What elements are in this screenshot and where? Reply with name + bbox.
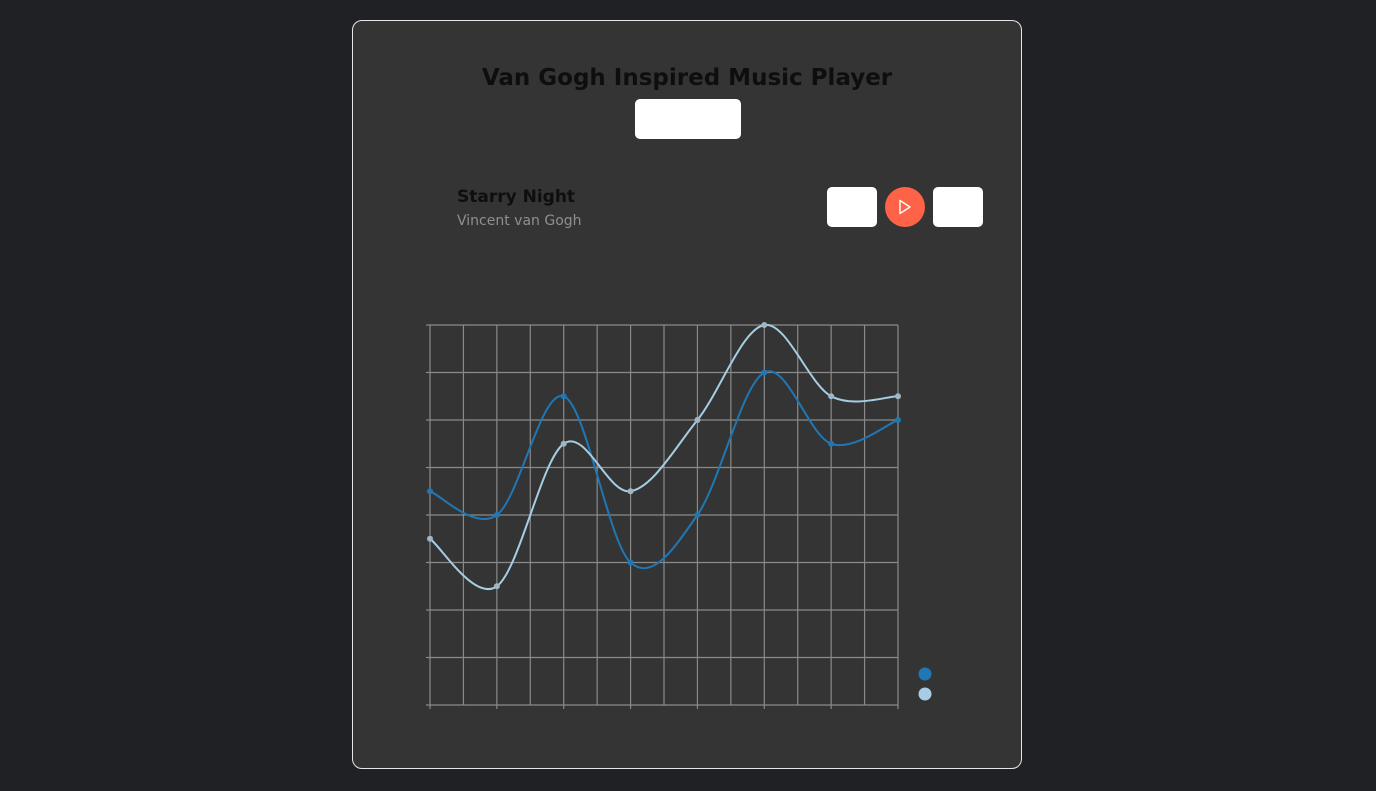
data-point bbox=[761, 322, 768, 328]
play-button[interactable] bbox=[885, 187, 925, 227]
data-point bbox=[493, 512, 500, 518]
data-point bbox=[895, 393, 901, 400]
data-point bbox=[493, 583, 500, 590]
play-icon bbox=[899, 199, 911, 215]
legend-marker-2 bbox=[918, 687, 932, 701]
data-point bbox=[627, 488, 634, 495]
music-player-panel: Van Gogh Inspired Music Player Starry Ni… bbox=[352, 20, 1022, 769]
previous-button[interactable] bbox=[827, 187, 877, 227]
next-button[interactable] bbox=[933, 187, 983, 227]
chart-series bbox=[427, 322, 901, 590]
data-point bbox=[694, 417, 701, 423]
data-point bbox=[560, 393, 567, 400]
data-point bbox=[627, 559, 634, 566]
data-point bbox=[427, 488, 433, 495]
page-title: Van Gogh Inspired Music Player bbox=[481, 65, 893, 91]
line-chart bbox=[426, 322, 932, 709]
data-point bbox=[694, 512, 701, 518]
data-point bbox=[828, 440, 835, 447]
chart-grid bbox=[426, 324, 899, 709]
data-point bbox=[895, 417, 901, 423]
data-point bbox=[828, 393, 835, 400]
track-artist: Vincent van Gogh bbox=[457, 213, 582, 229]
data-point bbox=[761, 369, 768, 376]
data-point bbox=[560, 440, 567, 447]
series-line-1 bbox=[429, 370, 899, 570]
series-line-2 bbox=[429, 323, 899, 590]
chart-legend bbox=[918, 667, 932, 701]
toggle-button[interactable] bbox=[635, 99, 741, 139]
legend-marker-1 bbox=[918, 667, 932, 681]
data-point bbox=[427, 535, 433, 542]
track-title: Starry Night bbox=[457, 187, 576, 207]
